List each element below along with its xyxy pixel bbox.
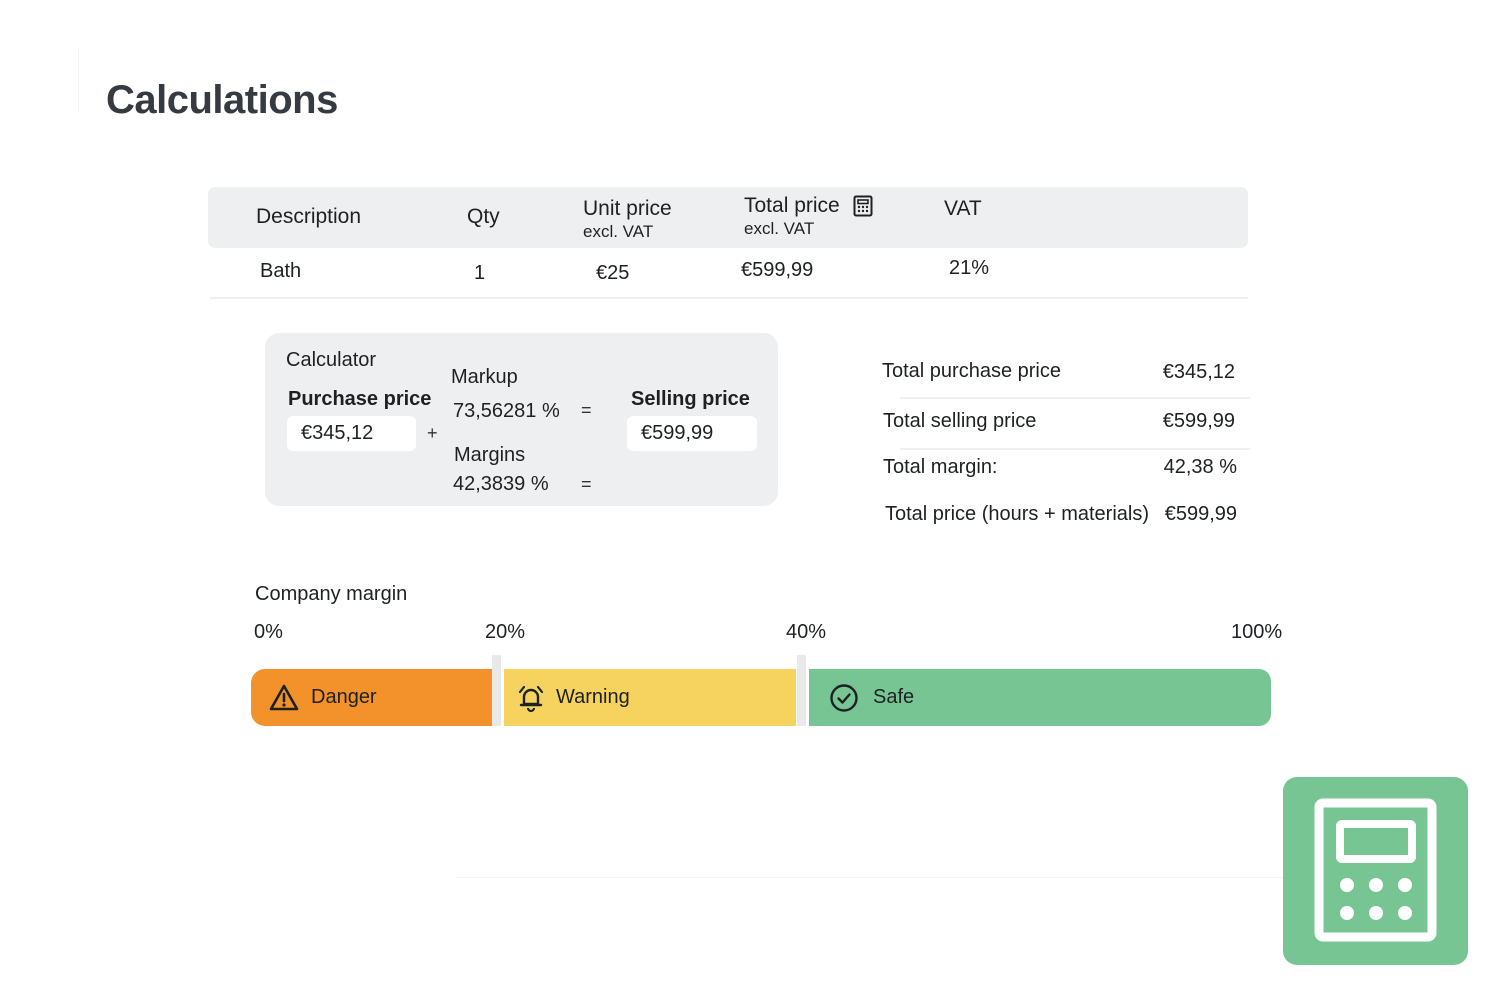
cell-vat[interactable]: 21%: [949, 257, 990, 279]
margins-label: Margins: [454, 444, 526, 466]
calculator-small-icon[interactable]: [853, 195, 873, 222]
equals-operator-margins: =: [581, 474, 592, 494]
equals-operator-markup: =: [581, 400, 592, 420]
total-selling-price-value: €599,99: [1162, 410, 1235, 432]
cell-description[interactable]: Bath: [260, 260, 302, 282]
total-margin-label: Total margin:: [883, 456, 998, 478]
cell-total-price: €599,99: [741, 259, 814, 281]
tick-label-100: 100%: [1231, 621, 1283, 643]
selling-price-label: Selling price: [631, 388, 750, 410]
row-divider: [210, 297, 1248, 299]
total-selling-price-label: Total selling price: [883, 410, 1037, 432]
column-header-total-price: Total price: [744, 194, 840, 217]
column-header-unit-price: Unit price: [583, 197, 672, 220]
table-header: [208, 187, 1248, 248]
page-title: Calculations: [106, 78, 338, 122]
column-header-vat: VAT: [944, 197, 982, 220]
total-purchase-price-value: €345,12: [1162, 361, 1235, 383]
column-header-unit-price-sub: excl. VAT: [583, 222, 654, 241]
margin-segment-safe: Safe: [809, 669, 1271, 726]
totals-divider: [900, 397, 1250, 399]
markup-value[interactable]: 73,56281 %: [453, 400, 560, 422]
bottom-divider: [456, 877, 1286, 878]
margin-segment-danger: Danger: [251, 669, 492, 726]
calculator-badge[interactable]: [1283, 777, 1468, 965]
total-price-label: Total price (hours + materials): [885, 503, 1149, 525]
calculator-title: Calculator: [286, 349, 377, 371]
tick-label-20: 20%: [485, 621, 526, 643]
safe-label: Safe: [873, 686, 915, 708]
threshold-marker-40: [797, 655, 806, 726]
tick-label-40: 40%: [786, 621, 827, 643]
purchase-price-input[interactable]: €345,12: [287, 416, 416, 451]
warning-triangle-icon: [269, 684, 299, 711]
alarm-bell-icon: [518, 685, 544, 712]
plus-operator: +: [427, 423, 438, 443]
cell-unit-price[interactable]: €25: [596, 262, 630, 284]
column-header-qty: Qty: [467, 205, 500, 228]
markup-label: Markup: [451, 366, 518, 388]
company-margin-title: Company margin: [255, 583, 408, 605]
danger-label: Danger: [311, 686, 377, 708]
cell-qty[interactable]: 1: [474, 262, 486, 284]
totals-divider: [900, 448, 1250, 450]
left-divider: [78, 48, 79, 110]
threshold-marker-20: [492, 655, 501, 726]
purchase-price-label: Purchase price: [288, 388, 432, 410]
margins-value[interactable]: 42,3839 %: [453, 473, 549, 495]
column-header-total-price-sub: excl. VAT: [744, 219, 815, 238]
calculator-icon: [1314, 798, 1437, 942]
tick-label-0: 0%: [254, 621, 283, 643]
total-price-value: €599,99: [1164, 503, 1237, 525]
total-purchase-price-label: Total purchase price: [882, 360, 1061, 382]
column-header-description: Description: [256, 205, 362, 228]
check-circle-icon: [830, 683, 858, 712]
warning-label: Warning: [556, 686, 630, 708]
total-margin-value: 42,38 %: [1163, 456, 1237, 478]
margin-segment-warning: Warning: [504, 669, 796, 726]
selling-price-input[interactable]: €599,99: [627, 416, 757, 451]
